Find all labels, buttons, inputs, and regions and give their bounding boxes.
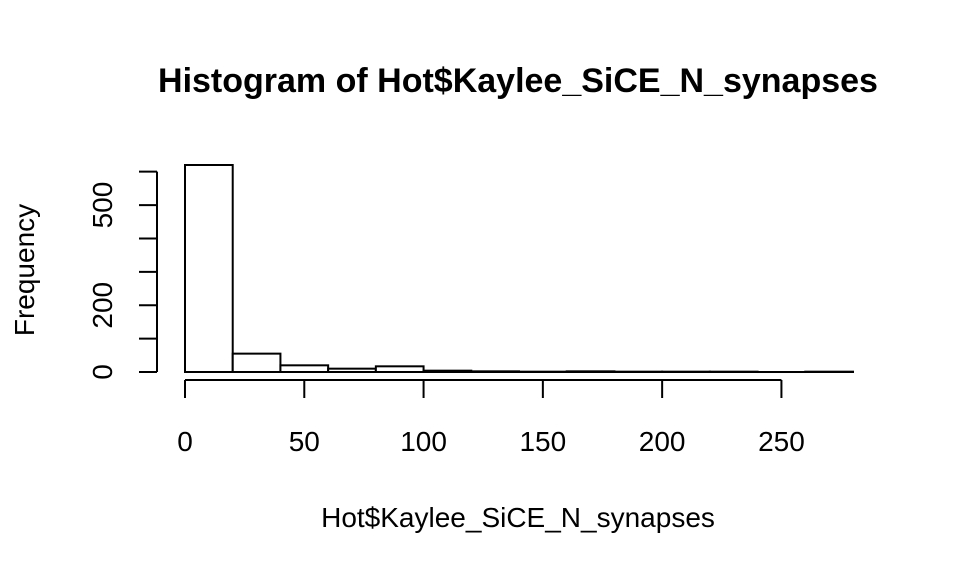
x-tick-label-200: 200 — [639, 426, 686, 457]
histogram-bar-2 — [279, 364, 330, 373]
y-axis: 0 200 500 — [87, 170, 158, 380]
histogram-bar-6 — [470, 370, 520, 373]
histogram-bar-4 — [374, 365, 425, 373]
y-tick-label-200: 200 — [87, 282, 118, 329]
y-axis-label: Frequency — [9, 204, 40, 336]
x-tick-label-100: 100 — [400, 426, 447, 457]
histogram-bar-8 — [565, 370, 616, 373]
y-tick-label-0: 0 — [87, 364, 118, 380]
x-tick-label-0: 0 — [177, 426, 193, 457]
histogram-bar-0 — [184, 164, 234, 373]
x-axis-label: Hot$Kaylee_SiCE_N_synapses — [321, 502, 715, 533]
x-tick-label-150: 150 — [519, 426, 566, 457]
histogram-bar-5 — [422, 369, 473, 374]
x-axis: 0 50 100 150 200 250 — [177, 379, 805, 457]
x-tick-label-250: 250 — [758, 426, 805, 457]
bars-group — [184, 164, 854, 374]
histogram-bar-3 — [327, 367, 377, 373]
histogram-bar-1 — [231, 352, 282, 373]
y-tick-label-500: 500 — [87, 182, 118, 229]
x-tick-label-50: 50 — [289, 426, 320, 457]
chart-title: Histogram of Hot$Kaylee_SiCE_N_synapses — [158, 62, 878, 100]
